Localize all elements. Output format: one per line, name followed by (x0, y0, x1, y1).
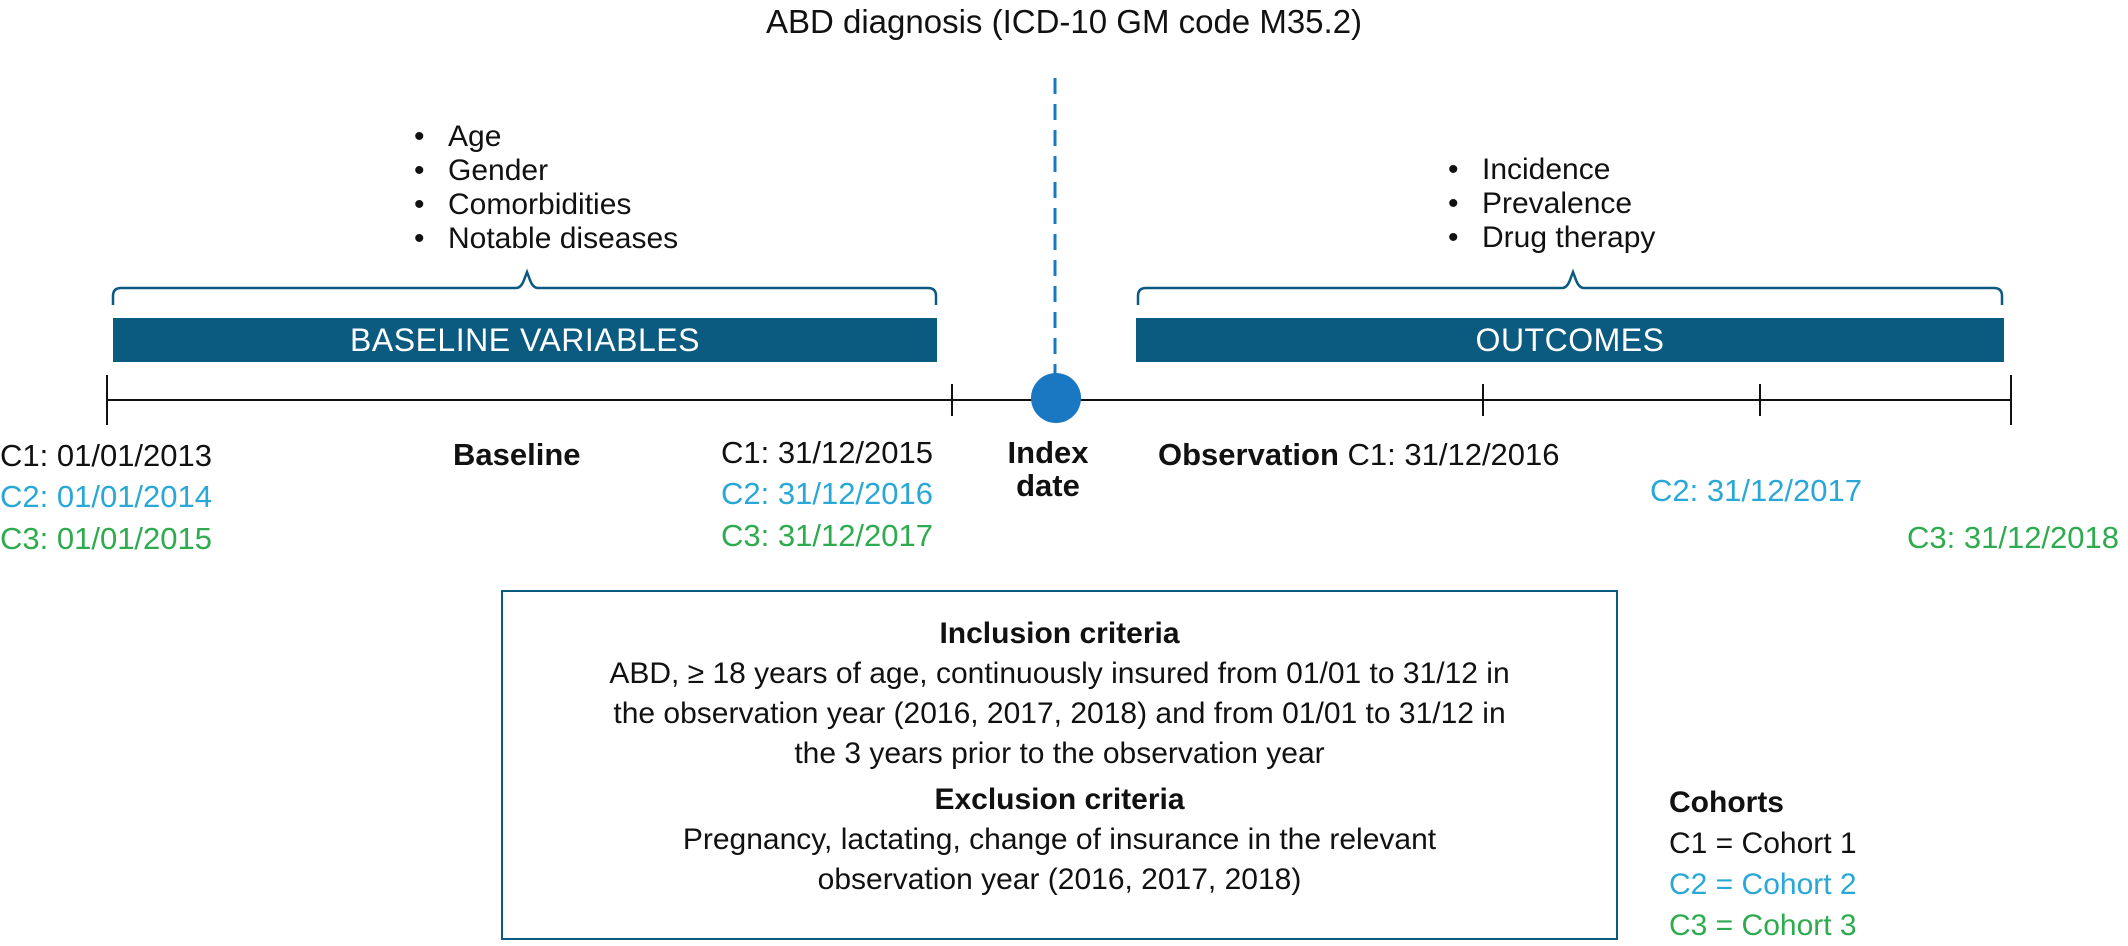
inclusion-text: ABD, ≥ 18 years of age, continuously ins… (503, 654, 1616, 774)
legend-item-c2: C2 = Cohort 2 (1669, 868, 1857, 901)
observation-end-c2: C2: 31/12/2017 (1650, 473, 1863, 508)
start-date-c1: C1: 01/01/2013 (0, 438, 213, 473)
legend-item-c1: C1 = Cohort 1 (1669, 827, 1857, 860)
baseline-variable-list: Age Gender Comorbidities Notable disease… (408, 120, 678, 256)
exclusion-line: Pregnancy, lactating, change of insuranc… (682, 823, 1437, 856)
list-item: Age (408, 120, 678, 154)
legend-heading: Cohorts (1669, 786, 1784, 819)
inclusion-line: ABD, ≥ 18 years of age, continuously ins… (609, 657, 1510, 690)
outcomes-bar: OUTCOMES (1136, 318, 2004, 362)
baseline-label: Baseline (453, 437, 581, 472)
list-item: Comorbidities (408, 188, 678, 222)
baseline-variables-bar: BASELINE VARIABLES (113, 318, 937, 362)
observation-label: Observation (1158, 437, 1339, 472)
diagram-title: ABD diagnosis (ICD-10 GM code M35.2) (765, 3, 1363, 40)
observation-end-c1: C1: 31/12/2016 (1347, 437, 1560, 472)
list-item: Drug therapy (1442, 221, 1655, 255)
outcomes-brace (1136, 268, 2004, 305)
criteria-box: Inclusion criteria ABD, ≥ 18 years of ag… (501, 590, 1618, 940)
list-item: Prevalence (1442, 187, 1655, 221)
index-label-line2: date (1016, 468, 1080, 503)
inclusion-line: the observation year (2016, 2017, 2018) … (613, 697, 1506, 730)
cohort-legend: Cohorts C1 = Cohort 1 C2 = Cohort 2 C3 =… (1669, 782, 1857, 946)
list-item: Incidence (1442, 153, 1655, 187)
exclusion-text: Pregnancy, lactating, change of insuranc… (503, 820, 1616, 900)
inclusion-heading: Inclusion criteria (939, 617, 1180, 650)
index-label-line1: Index (1007, 435, 1089, 470)
list-item: Gender (408, 154, 678, 188)
baseline-end-c2: C2: 31/12/2016 (721, 476, 934, 511)
list-item: Notable diseases (408, 222, 678, 256)
legend-item-c3: C3 = Cohort 3 (1669, 909, 1857, 942)
index-date-label: Index date (998, 436, 1098, 502)
baseline-end-c3: C3: 31/12/2017 (721, 518, 934, 553)
observation-row: Observation C1: 31/12/2016 (1158, 435, 1560, 475)
start-date-c3: C3: 01/01/2015 (0, 521, 213, 556)
inclusion-line: the 3 years prior to the observation yea… (794, 737, 1325, 770)
exclusion-line: observation year (2016, 2017, 2018) (817, 863, 1302, 896)
baseline-end-c1: C1: 31/12/2015 (721, 435, 934, 470)
exclusion-heading: Exclusion criteria (934, 783, 1185, 816)
start-date-c2: C2: 01/01/2014 (0, 479, 213, 514)
index-date-marker (1031, 373, 1081, 423)
baseline-brace (111, 268, 938, 305)
observation-end-c3: C3: 31/12/2018 (1907, 520, 2120, 555)
outcome-list: Incidence Prevalence Drug therapy (1442, 153, 1655, 255)
